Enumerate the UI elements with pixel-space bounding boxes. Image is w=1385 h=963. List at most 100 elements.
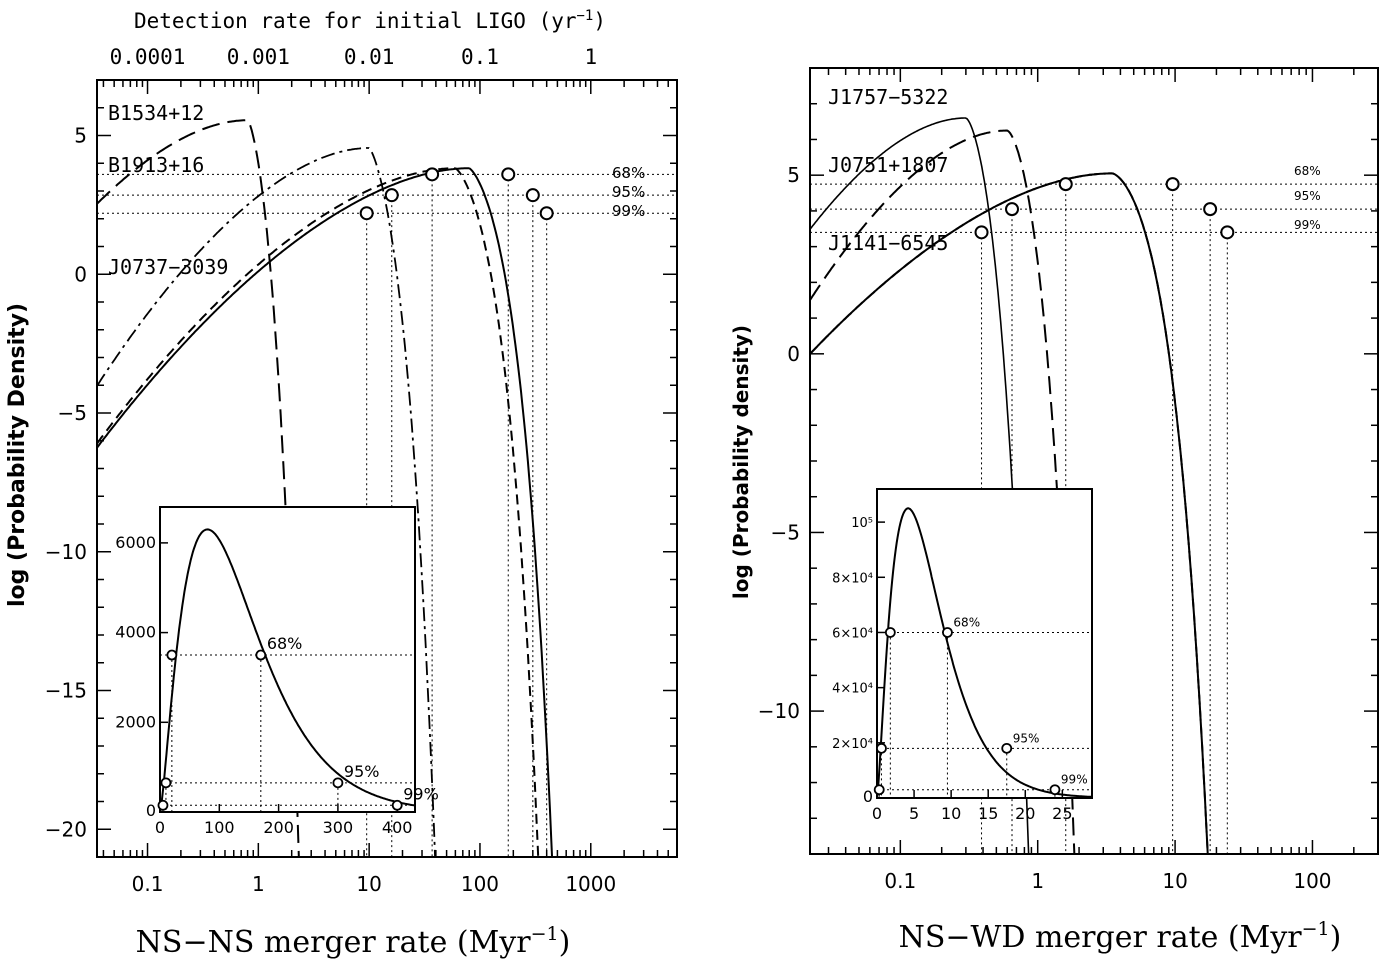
y-tick-label: 5 [74, 124, 87, 148]
inset-y-tick-label: 4000 [115, 623, 156, 642]
inset-level-label: 95% [1013, 731, 1040, 745]
x-tick-label: 0.1 [884, 869, 916, 893]
series-0-curve [810, 117, 1030, 854]
confidence-marker [1165, 177, 1180, 192]
label-j0737: J0737−3039 [108, 255, 228, 279]
label-b1913: B1913+16 [108, 153, 204, 177]
ns-ns-y-axis-label: log (Probability Density) [5, 303, 30, 607]
top-axis-title: Detection rate for initial LIGO (yr−1) [134, 8, 606, 33]
x-tick-label: 0.1 [132, 872, 164, 896]
ns-ns-99-label: 99% [612, 202, 645, 220]
y-tick-label: −10 [45, 540, 87, 564]
confidence-marker [525, 188, 540, 203]
ns-wd-68-label: 68% [1294, 164, 1321, 178]
inset-y-tick-label: 6000 [115, 533, 156, 552]
confidence-marker [1203, 202, 1218, 217]
y-tick-label: 0 [74, 262, 87, 286]
x-tick-label: 10 [356, 872, 381, 896]
inset-level-label: 99% [1061, 773, 1088, 787]
confidence-marker [974, 225, 989, 240]
inset-frame [159, 506, 416, 813]
confidence-marker [539, 206, 554, 221]
inset-x-tick-label: 15 [978, 804, 998, 823]
ns-wd-x-axis-label: NS−WD merger rate (Myr−1) [899, 918, 1342, 955]
inset-y-tick-label: 6×10⁴ [832, 626, 873, 641]
y-tick-label: −5 [58, 401, 87, 425]
series-3-curve [810, 172, 1209, 854]
ns-wd-99-label: 99% [1294, 218, 1321, 232]
ns-wd-95-label: 95% [1294, 189, 1321, 203]
confidence-marker [501, 167, 516, 182]
inset-frame [876, 488, 1093, 799]
y-tick-label: 5 [787, 163, 800, 187]
top-tick-label: 0.1 [461, 45, 499, 69]
inset-level-marker [157, 799, 169, 811]
inset-level-label: 68% [953, 615, 980, 629]
top-tick-label: 0.01 [344, 45, 395, 69]
inset-x-tick-label: 5 [909, 804, 919, 823]
inset-x-tick-label: 10 [941, 804, 961, 823]
inset-curve [159, 528, 416, 813]
ns-wd-panel: 0.1 1 10 100 5 0 −5 −10 0 5 10 15 20 25 2×10⁴ 4×10⁴ 6×1… [729, 67, 1379, 955]
inset-y-tick-label: 4×10⁴ [832, 682, 873, 697]
confidence-marker [425, 167, 440, 182]
x-tick-label: 1000 [565, 872, 616, 896]
label-j1141: J1141−6545 [828, 231, 948, 255]
series-3-curve [97, 167, 554, 857]
ns-ns-x-axis-label: NS−NS merger rate (Myr−1) [136, 923, 571, 960]
inset-level-marker [255, 649, 267, 661]
inset-level-marker [884, 627, 896, 638]
x-tick-label: 1 [252, 872, 265, 896]
x-tick-label: 1 [1031, 869, 1044, 893]
confidence-marker [1005, 202, 1020, 217]
label-b1534: B1534+12 [108, 101, 204, 125]
inset-level-label: 95% [344, 762, 380, 781]
y-tick-label: −5 [771, 520, 800, 544]
y-tick-label: 0 [787, 342, 800, 366]
inset-y-zero: 0 [863, 787, 873, 806]
inset-y-tick-label: 8×10⁴ [832, 571, 873, 586]
label-j1757: J1757−5322 [828, 85, 948, 109]
inset-x-tick-label: 300 [323, 818, 354, 837]
inset-level-marker [391, 799, 403, 811]
confidence-marker [1058, 177, 1073, 192]
ns-wd-y-axis-label: log (Probability density) [729, 325, 753, 599]
inset-y-tick-label: 10⁵ [851, 516, 873, 531]
y-tick-label: −20 [45, 817, 87, 841]
series-1-curve [97, 147, 436, 857]
top-tick-label: 0.0001 [110, 45, 186, 69]
y-tick-label: −10 [758, 699, 800, 723]
inset-x-tick-label: 100 [204, 818, 235, 837]
top-tick-label: 1 [584, 45, 597, 69]
inset-y-tick-label: 2×10⁴ [832, 737, 873, 752]
inset-x-tick-label: 0 [155, 818, 165, 837]
inset-level-marker [1001, 742, 1013, 754]
y-tick-label: −15 [45, 679, 87, 703]
confidence-marker [384, 188, 399, 203]
inset-y-zero: 0 [146, 801, 156, 820]
inset-x-tick-label: 400 [382, 818, 413, 837]
ns-ns-68-label: 68% [612, 164, 645, 182]
confidence-marker [1220, 225, 1235, 240]
inset-level-marker [876, 742, 887, 754]
x-tick-label: 100 [461, 872, 499, 896]
inset-level-marker [942, 627, 953, 638]
series-2-curve [97, 167, 540, 857]
inset-level-marker [1049, 784, 1061, 796]
inset-x-tick-label: 20 [1015, 804, 1035, 823]
inset-level-label: 99% [403, 784, 439, 803]
top-tick-label: 0.001 [227, 45, 290, 69]
inset-x-tick-label: 0 [872, 804, 882, 823]
inset-x-tick-label: 25 [1052, 804, 1072, 823]
inset-x-tick-label: 200 [263, 818, 294, 837]
inset-level-label: 68% [267, 634, 303, 653]
x-tick-label: 10 [1162, 869, 1187, 893]
ns-ns-95-label: 95% [612, 183, 645, 201]
label-j0751: J0751+1807 [828, 153, 948, 177]
confidence-marker [359, 206, 374, 221]
inset-level-marker [873, 784, 885, 796]
inset-level-marker [160, 777, 172, 789]
series-0-curve [97, 119, 300, 857]
